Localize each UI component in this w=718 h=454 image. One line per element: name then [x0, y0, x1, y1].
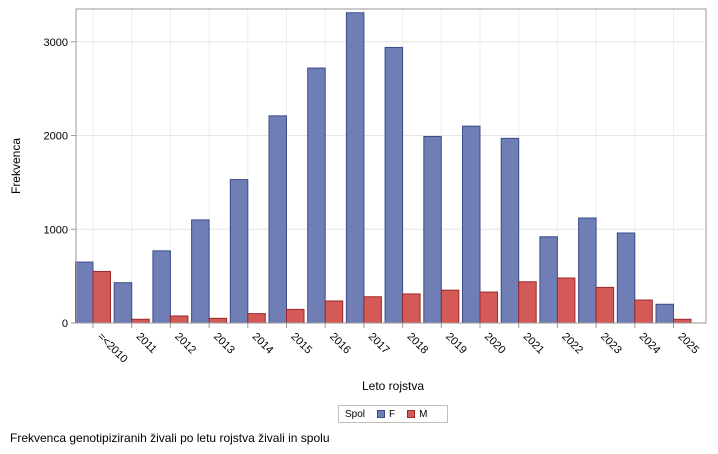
- bar-f-2011: [113, 282, 133, 324]
- bar-f-2016: [307, 67, 326, 324]
- y-tick-label: 2000: [44, 131, 68, 143]
- x-axis-label: Leto rojstva: [362, 379, 424, 393]
- x-tick-label: 2021: [521, 331, 547, 357]
- bar-m-2024: [634, 299, 653, 324]
- bar-f-2012: [152, 250, 171, 324]
- bar-f-2025: [655, 303, 674, 324]
- x-tick-label: =<2010: [95, 331, 130, 366]
- bar-m-2019: [440, 289, 460, 324]
- bar-m-2021: [518, 281, 537, 324]
- x-tick-label: 2016: [327, 331, 353, 357]
- bar-f-2024: [616, 232, 636, 324]
- bar-m-2017: [363, 296, 382, 324]
- bar-m-2023: [595, 286, 615, 324]
- x-tick-label: 2017: [366, 331, 392, 357]
- x-tick-label: 2011: [134, 331, 159, 356]
- bar-m-2012: [169, 315, 189, 324]
- bars: [75, 12, 692, 324]
- x-tick-label: 2012: [172, 331, 198, 357]
- legend-title: Spol: [345, 408, 366, 420]
- bar-f-2021: [500, 137, 520, 324]
- legend: Spol F M: [338, 405, 448, 423]
- bar-m-2011: [131, 318, 150, 324]
- bar-f-=<2010: [75, 261, 94, 324]
- legend-label-m: M: [419, 408, 428, 420]
- x-tick-label: 2014: [250, 331, 276, 357]
- x-axis: =<2010 2011 2012 2013 2014 2015 2016 2017 2018 20…: [92, 323, 701, 366]
- bar-m-=<2010: [92, 270, 111, 324]
- legend-item-m: M: [407, 409, 427, 420]
- x-tick-label: 2015: [288, 331, 314, 357]
- x-tick-label: 2018: [404, 331, 430, 357]
- bar-m-2014: [247, 313, 266, 324]
- legend-label-f: F: [389, 408, 396, 420]
- bar-f-2020: [462, 125, 481, 324]
- bar-f-2015: [268, 115, 287, 324]
- bar-m-2016: [324, 300, 344, 324]
- bar-f-2022: [539, 236, 558, 324]
- bar-f-2018: [384, 46, 404, 324]
- bar-m-2015: [286, 308, 305, 324]
- x-tick-label: 2023: [598, 331, 624, 357]
- bar-f-2013: [191, 219, 210, 324]
- bar-m-2018: [402, 293, 421, 324]
- y-tick-label: 3000: [44, 37, 68, 49]
- footnote: Frekvenca genotipiziranih živali po letu…: [10, 431, 330, 445]
- bar-f-2019: [423, 135, 442, 324]
- x-tick-label: 2020: [482, 331, 508, 357]
- y-axis: 0 1000 2000 3000: [44, 37, 76, 330]
- legend-item-f: F: [377, 409, 395, 420]
- y-axis-label: Frekvenca: [9, 138, 23, 194]
- legend-swatch-f: [377, 410, 386, 418]
- y-tick-label: 0: [62, 318, 68, 330]
- bar-m-2020: [479, 291, 498, 324]
- legend-swatch-m: [407, 410, 416, 418]
- x-tick-label: 2013: [211, 331, 237, 357]
- x-tick-label: 2019: [443, 331, 469, 357]
- y-tick-label: 1000: [44, 224, 68, 236]
- plot-frame: [75, 8, 707, 324]
- bar-m-2013: [208, 317, 228, 324]
- x-tick-label: 2022: [559, 331, 585, 357]
- bar-f-2017: [345, 12, 365, 324]
- bar-f-2023: [578, 217, 597, 324]
- bar-m-2025: [673, 318, 692, 324]
- x-tick-label: 2025: [675, 331, 701, 357]
- x-tick-label: 2024: [637, 331, 663, 357]
- bar-m-2022: [556, 277, 576, 324]
- bar-f-2014: [229, 179, 249, 324]
